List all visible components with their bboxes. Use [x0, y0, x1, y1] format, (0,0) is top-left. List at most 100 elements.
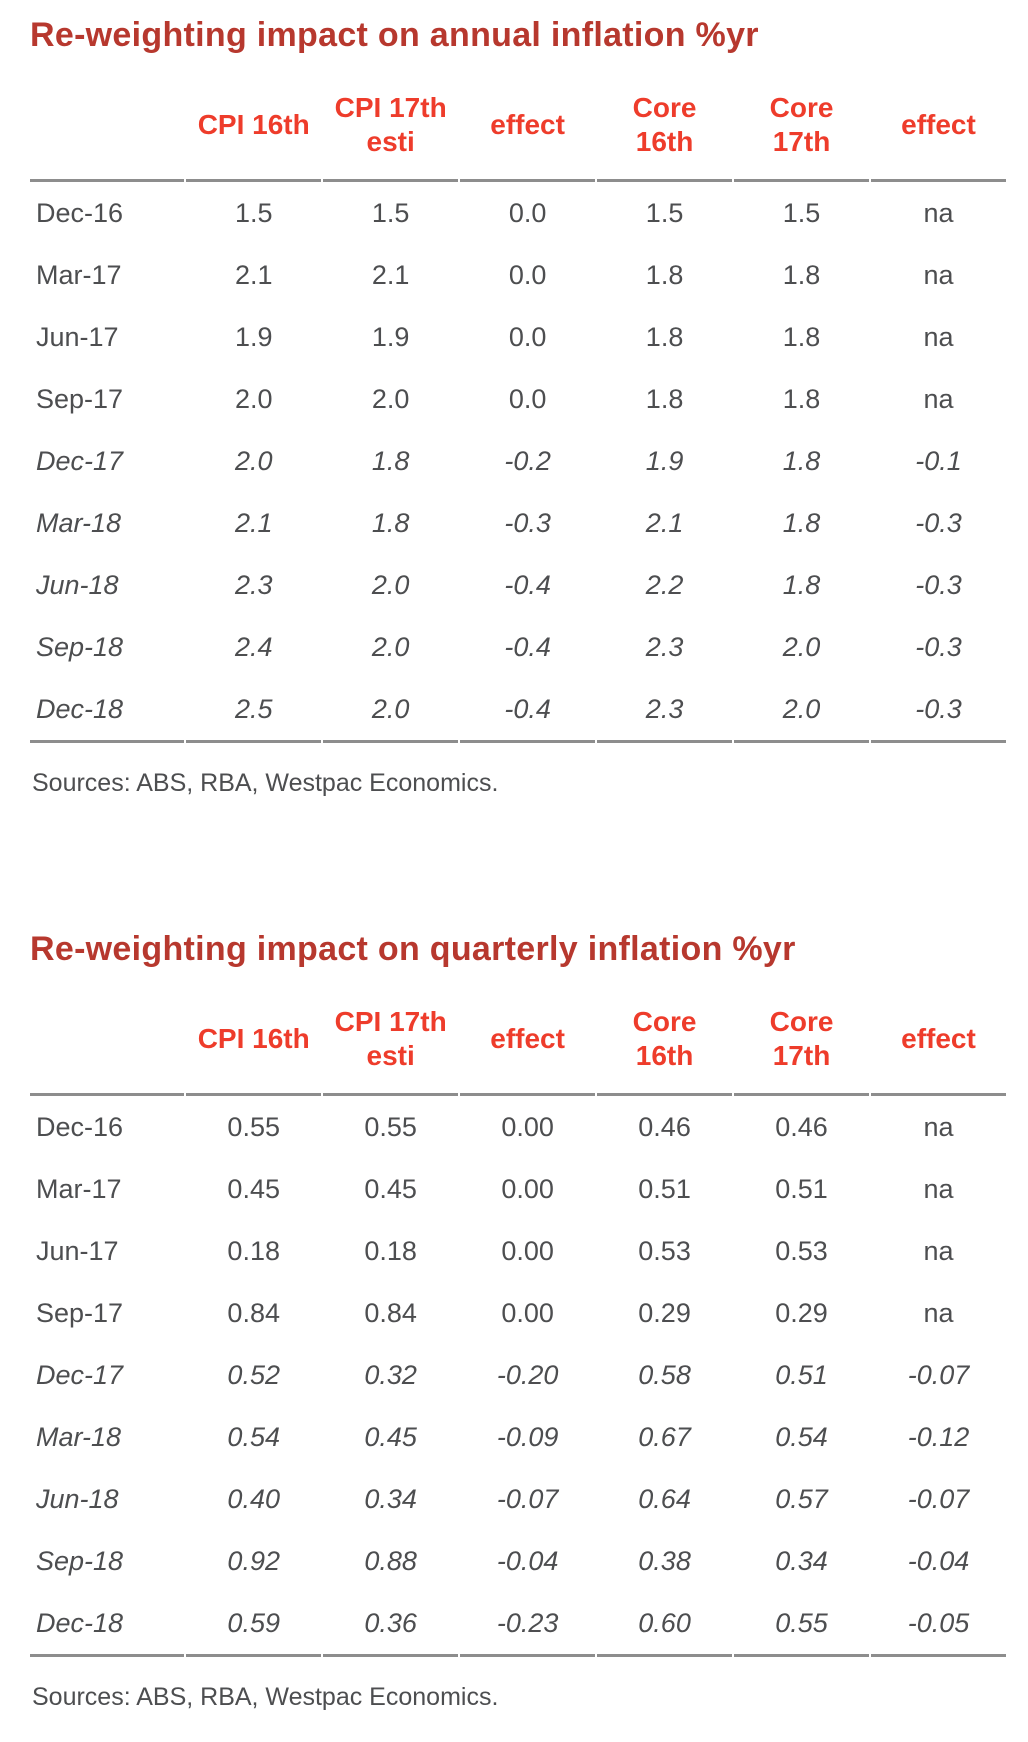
value-cell: 0.32 [364, 1360, 417, 1390]
annual-inflation-section: Re-weighting impact on annual inflation … [28, 16, 1008, 798]
table-row: Dec-18 2.5 2.0 -0.4 2.3 2.0 -0.3 [30, 678, 1006, 743]
value-cell: -0.3 [915, 508, 962, 538]
value-cell: -0.04 [907, 1546, 970, 1576]
value-cell: 0.53 [638, 1236, 691, 1266]
value-cell: 1.8 [645, 322, 684, 352]
source-note: Sources: ABS, RBA, Westpac Economics. [32, 1683, 499, 1711]
value-cell: 2.0 [323, 678, 459, 743]
value-cell: 0.00 [501, 1174, 554, 1204]
table-row: Mar-17 0.45 0.45 0.00 0.51 0.51 na [30, 1158, 1006, 1220]
value-cell: 0.59 [186, 1592, 322, 1657]
value-cell: 0.00 [501, 1112, 554, 1142]
value-cell: 0.52 [227, 1360, 280, 1390]
table-body: Dec-16 1.5 1.5 0.0 1.5 1.5 na Mar-17 2.1 2.1 0.0 1.… [30, 182, 1006, 743]
value-cell: 0.34 [775, 1546, 828, 1576]
row-label: Mar-17 [36, 260, 122, 290]
value-cell: 0.46 [638, 1112, 691, 1142]
table-row: Jun-17 1.9 1.9 0.0 1.8 1.8 na [30, 306, 1006, 368]
row-label: Jun-17 [36, 322, 119, 352]
quarterly-inflation-table: CPI 16th CPI 17th esti effect Core 16th Core… [28, 991, 1008, 1657]
table-body: Dec-16 0.55 0.55 0.00 0.46 0.46 na Mar-17 0.45 0.… [30, 1096, 1006, 1657]
source-note: Sources: ABS, RBA, Westpac Economics. [32, 769, 499, 797]
column-header: CPI 16th [186, 77, 322, 182]
row-label: Mar-18 [36, 1422, 122, 1452]
value-cell: -0.23 [460, 1592, 596, 1657]
table-row: Sep-17 0.84 0.84 0.00 0.29 0.29 na [30, 1282, 1006, 1344]
value-cell: 2.0 [371, 384, 410, 414]
value-cell: 2.1 [234, 508, 273, 538]
value-cell: 1.9 [645, 446, 684, 476]
row-label: Sep-17 [36, 384, 124, 414]
value-cell: 0.29 [775, 1298, 828, 1328]
value-cell: 2.1 [371, 260, 410, 290]
table-row: Jun-18 0.40 0.34 -0.07 0.64 0.57 -0.07 [30, 1468, 1006, 1530]
column-header: Core 16th [597, 77, 733, 182]
value-cell: 2.0 [782, 632, 821, 662]
value-cell: 2.5 [186, 678, 322, 743]
column-header: Core 17th [734, 991, 869, 1096]
value-cell: -0.4 [504, 570, 551, 600]
value-cell: na [923, 384, 954, 414]
row-label: Sep-18 [36, 632, 124, 662]
value-cell: 2.3 [597, 678, 733, 743]
table-row: Dec-17 2.0 1.8 -0.2 1.9 1.8 -0.1 [30, 430, 1006, 492]
value-cell: na [923, 1112, 954, 1142]
table-row: Sep-18 0.92 0.88 -0.04 0.38 0.34 -0.04 [30, 1530, 1006, 1592]
value-cell: na [923, 322, 954, 352]
row-label: Jun-17 [36, 1236, 119, 1266]
value-cell: 1.8 [782, 446, 821, 476]
value-cell: 1.5 [234, 198, 273, 228]
row-label: Sep-18 [36, 1546, 124, 1576]
row-label: Jun-18 [36, 570, 119, 600]
value-cell: na [923, 1236, 954, 1266]
value-cell: 0.92 [227, 1546, 280, 1576]
column-header [30, 991, 185, 1096]
value-cell: 0.51 [775, 1360, 828, 1390]
value-cell: 0.55 [227, 1112, 280, 1142]
row-label: Mar-18 [36, 508, 122, 538]
value-cell: -0.3 [915, 632, 962, 662]
table-row: Sep-17 2.0 2.0 0.0 1.8 1.8 na [30, 368, 1006, 430]
value-cell: 2.0 [371, 570, 410, 600]
value-cell: -0.07 [907, 1484, 970, 1514]
value-cell: 2.1 [645, 508, 684, 538]
table-row: Jun-17 0.18 0.18 0.00 0.53 0.53 na [30, 1220, 1006, 1282]
value-cell: 0.51 [775, 1174, 828, 1204]
value-cell: 0.53 [775, 1236, 828, 1266]
value-cell: 1.8 [782, 384, 821, 414]
value-cell: 2.0 [371, 632, 410, 662]
column-header: effect [460, 991, 596, 1096]
column-header: effect [871, 991, 1006, 1096]
column-header: CPI 16th [186, 991, 322, 1096]
value-cell: 0.00 [501, 1236, 554, 1266]
value-cell: 0.40 [227, 1484, 280, 1514]
value-cell: 0.45 [364, 1174, 417, 1204]
value-cell: 1.8 [782, 570, 821, 600]
value-cell: na [923, 1298, 954, 1328]
table-row: Dec-18 0.59 0.36 -0.23 0.60 0.55 -0.05 [30, 1592, 1006, 1657]
value-cell: 0.0 [508, 198, 547, 228]
value-cell: 0.29 [638, 1298, 691, 1328]
value-cell: -0.07 [907, 1360, 970, 1390]
value-cell: -0.20 [496, 1360, 559, 1390]
value-cell: 0.67 [638, 1422, 691, 1452]
value-cell: 1.5 [371, 198, 410, 228]
value-cell: 2.4 [234, 632, 273, 662]
value-cell: 0.88 [364, 1546, 417, 1576]
value-cell: 2.1 [234, 260, 273, 290]
value-cell: 0.38 [638, 1546, 691, 1576]
value-cell: 0.51 [638, 1174, 691, 1204]
table-header: CPI 16th CPI 17th esti effect Core 16th Core… [30, 77, 1006, 182]
value-cell: -0.3 [504, 508, 551, 538]
value-cell: 0.84 [227, 1298, 280, 1328]
report-page: Re-weighting impact on annual inflation … [28, 16, 1008, 1712]
value-cell: 0.36 [323, 1592, 459, 1657]
value-cell: 0.0 [508, 384, 547, 414]
value-cell: -0.07 [496, 1484, 559, 1514]
value-cell: 0.55 [734, 1592, 869, 1657]
value-cell: -0.4 [460, 678, 596, 743]
value-cell: -0.4 [504, 632, 551, 662]
row-label: Dec-17 [36, 446, 124, 476]
value-cell: na [923, 260, 954, 290]
table-title-annual: Re-weighting impact on annual inflation … [30, 16, 759, 54]
